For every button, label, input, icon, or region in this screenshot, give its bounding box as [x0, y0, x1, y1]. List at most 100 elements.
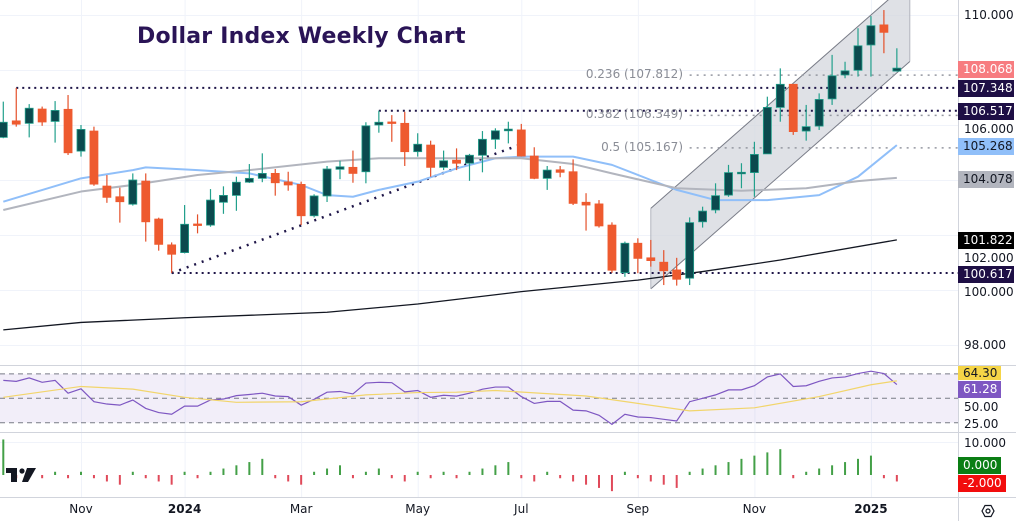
histogram-bar-up — [714, 465, 717, 475]
fib-label-0236: 0.236 (107.812) — [585, 67, 683, 81]
candle-up — [866, 25, 876, 46]
candle-down — [594, 203, 604, 227]
histogram-bar-down — [533, 475, 536, 482]
histogram-bar-up — [364, 471, 367, 475]
candle-up — [827, 75, 837, 100]
settings-hexagon-icon[interactable] — [981, 504, 995, 518]
candle-up — [322, 168, 332, 197]
candle-up — [413, 143, 423, 153]
histogram-bar-up — [326, 468, 329, 475]
histogram-bar-down — [610, 475, 613, 492]
candle-down — [879, 24, 889, 33]
candle-up — [0, 121, 8, 138]
price-tick: 110.000 — [964, 8, 1014, 22]
candle-up — [439, 160, 449, 168]
candle-up — [180, 223, 190, 253]
candle-up — [711, 195, 720, 211]
candle-up — [801, 126, 811, 132]
histogram-bar-down — [300, 475, 303, 485]
price-tick: 106.000 — [964, 122, 1014, 136]
candle-up — [478, 138, 487, 156]
hist-zero-badge: 0.000 — [958, 457, 1001, 474]
candle-up — [503, 128, 513, 132]
candle-down — [659, 261, 669, 272]
candle-down — [633, 242, 643, 259]
histogram-bar-down — [649, 475, 652, 482]
price-tick: 98.000 — [964, 338, 1006, 352]
histogram-bar-up — [869, 455, 872, 475]
candle-down — [63, 108, 73, 154]
rsi-tick: 25.00 — [964, 417, 999, 431]
candle-up — [685, 222, 695, 279]
histogram-bar-up — [740, 458, 743, 475]
histogram-bar-up — [261, 458, 264, 475]
histogram-bar-down — [170, 475, 173, 485]
candle-down — [270, 172, 280, 184]
candle-up — [257, 172, 267, 179]
candle-down — [115, 196, 125, 203]
histogram-bar-down — [351, 475, 354, 479]
histogram-bar-up — [753, 455, 756, 475]
time-tick-label: Nov — [69, 502, 93, 516]
candle-down — [102, 185, 112, 198]
candle-up — [128, 179, 138, 205]
histogram-bar-up — [248, 462, 251, 475]
histogram-bar-down — [157, 475, 160, 482]
histogram-bar-up — [468, 471, 471, 475]
candle-down — [426, 144, 436, 168]
candle-down — [516, 129, 526, 157]
candle-up — [374, 121, 384, 126]
candle-up — [361, 125, 371, 173]
candle-up — [76, 128, 86, 152]
histogram-bar-up — [701, 468, 704, 475]
histogram-bar-up — [442, 471, 445, 475]
candle-up — [737, 171, 746, 175]
histogram-bar-up — [209, 471, 212, 475]
rsi-tick: 50.00 — [964, 400, 999, 414]
candle-down — [529, 155, 539, 179]
candle-up — [335, 166, 345, 170]
rsi-ma-line — [3, 380, 897, 412]
candle-down — [193, 223, 202, 226]
level-badge-100617: 100.617 — [958, 266, 1014, 283]
candle-up — [465, 154, 474, 164]
candle-up — [724, 172, 733, 196]
histogram-bar-up — [766, 452, 769, 475]
histogram-bar-up — [313, 471, 316, 475]
candle-down — [555, 169, 565, 173]
histogram-bar-down — [196, 475, 199, 479]
histogram-bar-down — [118, 475, 121, 485]
last-price-badge: 108.068 — [958, 61, 1014, 78]
candle-down — [37, 108, 47, 123]
time-tick-label: Nov — [742, 502, 767, 516]
time-tick-label: 2024 — [167, 502, 202, 516]
candle-down — [581, 201, 591, 206]
histogram-bar-up — [222, 468, 225, 475]
histogram-bar-up — [507, 462, 510, 475]
histogram-bar-up — [805, 471, 808, 475]
histogram-bar-up — [727, 462, 730, 475]
fib-label-0382: 0.382 (106.349) — [585, 107, 683, 121]
histogram-bar-down — [636, 475, 639, 479]
histogram-bar-down — [675, 475, 678, 488]
histogram-bar-down — [67, 475, 70, 479]
fib-label-05: 0.5 (105.167) — [601, 140, 683, 154]
candle-up — [892, 67, 902, 72]
candle-down — [646, 257, 656, 261]
tradingview-logo[interactable] — [6, 468, 36, 482]
histogram-bar-down — [559, 475, 562, 479]
price-tick: 100.000 — [964, 285, 1014, 299]
candle-up — [490, 130, 500, 140]
histogram-bar-up — [54, 471, 57, 475]
rsi-lines — [3, 370, 898, 426]
histogram-bar-up — [481, 468, 484, 475]
histogram-bar-up — [235, 465, 238, 475]
candle-up — [775, 83, 785, 108]
histogram-bar-down — [572, 475, 575, 482]
histogram-bar-down — [390, 475, 393, 479]
histogram-bar-up — [844, 462, 847, 475]
horizontal-levels[interactable] — [16, 74, 958, 275]
histogram-bar-up — [779, 449, 782, 475]
